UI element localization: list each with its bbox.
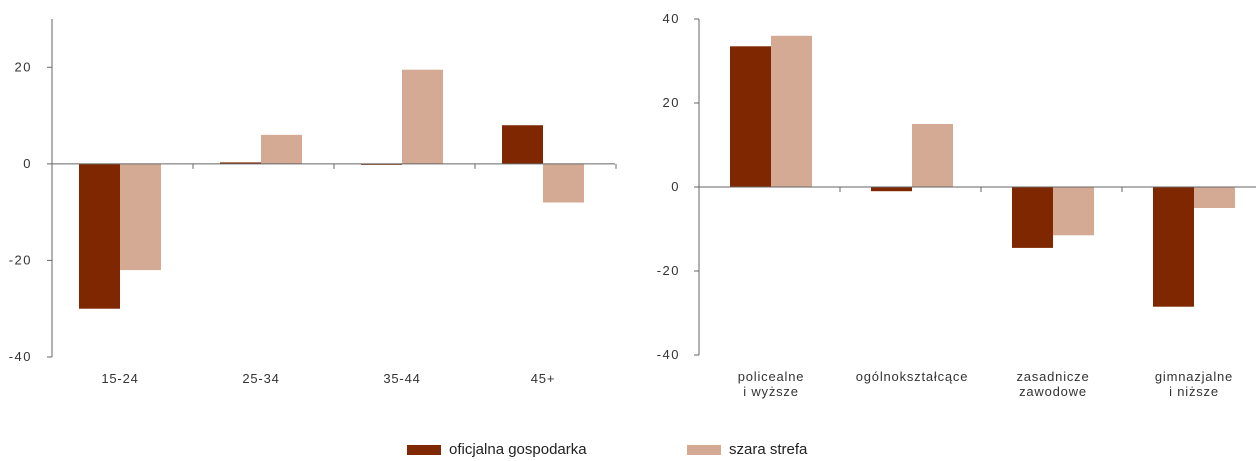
legend-swatch-series2 xyxy=(687,444,721,455)
bar-series2 xyxy=(1053,187,1094,236)
chart-2: -40 -20 0 20 40 policealne i wyższe ogólnokszta… xyxy=(657,11,1256,399)
bar-series2 xyxy=(120,163,161,271)
legend: oficjalna gospodarka szara strefa xyxy=(0,441,1259,461)
category-label: gimnazjalne i niższe xyxy=(1155,369,1233,399)
y-tick-label: 0 xyxy=(23,156,32,171)
category-label-line: gimnazjalne xyxy=(1155,369,1233,384)
legend-item-series1: oficjalna gospodarka xyxy=(407,441,587,458)
y-tick-label: 20 xyxy=(663,95,680,110)
category-label: 45+ xyxy=(531,371,555,386)
category-label: zasadnicze zawodowe xyxy=(1016,369,1089,399)
category-label-line: 25-34 xyxy=(242,371,279,386)
bar-series2 xyxy=(402,69,443,164)
y-tick-label: -20 xyxy=(657,263,680,278)
y-tick-label: -40 xyxy=(9,349,32,364)
legend-item-series2: szara strefa xyxy=(687,441,807,458)
category-label: policealne i wyższe xyxy=(738,369,805,399)
category-label-line: zawodowe xyxy=(1019,384,1087,399)
bar-series1 xyxy=(1153,187,1194,307)
bar-series2 xyxy=(1194,187,1235,208)
category-label-line: 45+ xyxy=(531,371,555,386)
category-label-line: zasadnicze xyxy=(1016,369,1089,384)
bar-series2 xyxy=(771,35,812,187)
bar-series1 xyxy=(1012,187,1053,248)
legend-swatch-series1 xyxy=(407,444,441,455)
chart-1: -40 -20 0 20 15-24 25-34 35-44 45+ xyxy=(9,19,617,386)
legend-label-series1: oficjalna gospodarka xyxy=(449,441,587,458)
bar-series2 xyxy=(912,124,953,187)
y-tick-label: 0 xyxy=(671,179,680,194)
category-label: 35-44 xyxy=(383,371,420,386)
category-label-line: policealne xyxy=(738,369,805,384)
charts-canvas: -40 -20 0 20 15-24 25-34 35-44 45+ -40 -20 0 20 40 po… xyxy=(9,11,1256,399)
bar-series1 xyxy=(220,162,261,164)
y-tick-label: 20 xyxy=(15,59,32,74)
category-label-line: 15-24 xyxy=(101,371,138,386)
bar-series1 xyxy=(730,46,771,187)
category-label-line: i wyższe xyxy=(743,384,799,399)
category-label-line: ogólnokształcące xyxy=(856,369,969,384)
bar-series2 xyxy=(261,134,302,164)
category-label: ogólnokształcące xyxy=(856,369,969,384)
bar-series1 xyxy=(79,163,120,309)
bar-series2 xyxy=(543,163,584,203)
y-tick-label: -40 xyxy=(657,347,680,362)
category-label-line: i niższe xyxy=(1169,384,1219,399)
category-label: 25-34 xyxy=(242,371,279,386)
category-label-line: 35-44 xyxy=(383,371,420,386)
bar-series1 xyxy=(502,125,543,164)
category-label: 15-24 xyxy=(101,371,138,386)
bar-series1 xyxy=(871,187,912,192)
legend-label-series2: szara strefa xyxy=(729,441,808,458)
y-tick-label: 40 xyxy=(663,11,680,26)
y-tick-label: -20 xyxy=(9,252,32,267)
